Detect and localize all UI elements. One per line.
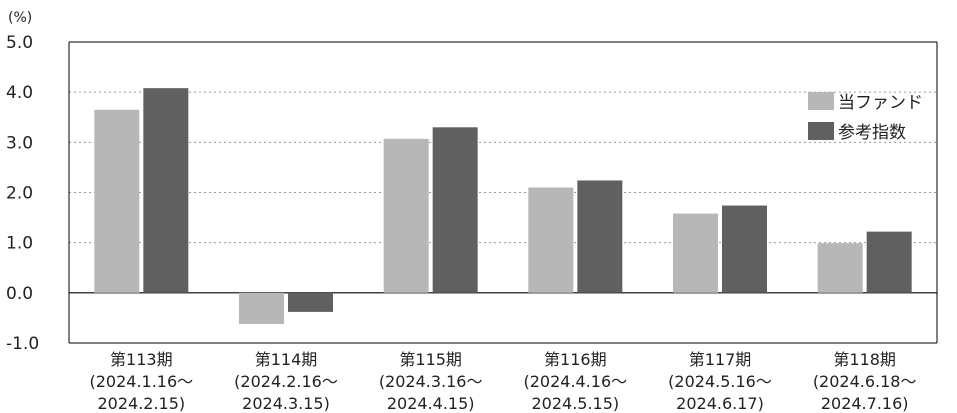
y-tick-label: 1.0 — [6, 234, 33, 254]
x-category-label: 第118期 — [833, 350, 896, 369]
y-tick-label: -1.0 — [6, 334, 39, 354]
x-period-end-label: 2024.6.17) — [676, 394, 764, 413]
bar-index-2 — [288, 292, 333, 312]
x-period-end-label: 2024.7.16) — [821, 394, 909, 413]
bar-index-5 — [722, 205, 767, 293]
x-period-end-label: 2024.4.15) — [387, 394, 475, 413]
x-category-label: 第117期 — [689, 350, 752, 369]
y-tick-label: 0.0 — [6, 284, 33, 304]
bar-fund-1 — [94, 109, 140, 293]
legend-label-index: 参考指数 — [838, 123, 906, 143]
bar-index-4 — [577, 180, 623, 293]
grid-layer — [68, 41, 938, 344]
x-period-start-label: (2024.3.16〜 — [379, 372, 483, 391]
legend-swatch-index — [808, 122, 834, 140]
axis-layer: (%) 5.0 4.0 3.0 2.0 1.0 0.0 -1.0 第113期 (2024.1.16… — [6, 10, 917, 413]
y-tick-label: 5.0 — [6, 33, 33, 53]
x-period-start-label: (2024.6.18〜 — [813, 372, 917, 391]
y-tick-label: 3.0 — [6, 133, 33, 153]
x-period-start-label: (2024.5.16〜 — [668, 372, 772, 391]
x-category-label: 第113期 — [110, 350, 173, 369]
legend-swatch-fund — [808, 92, 834, 110]
bars-layer — [94, 88, 912, 324]
y-tick-label: 4.0 — [6, 83, 33, 103]
bar-fund-2 — [239, 292, 284, 324]
bar-fund-5 — [673, 213, 718, 293]
y-tick-label: 2.0 — [6, 184, 33, 204]
x-period-end-label: 2024.5.15) — [531, 394, 619, 413]
legend-label-fund: 当ファンド — [838, 93, 923, 113]
bar-index-3 — [432, 127, 478, 293]
y-unit-label: (%) — [8, 10, 32, 26]
bar-index-6 — [866, 231, 912, 293]
bar-fund-6 — [817, 243, 863, 293]
x-category-label: 第115期 — [399, 350, 462, 369]
bar-index-1 — [143, 88, 189, 293]
bar-fund-3 — [383, 138, 429, 293]
bar-fund-4 — [528, 187, 574, 293]
x-period-start-label: (2024.4.16〜 — [523, 372, 627, 391]
x-category-label: 第116期 — [544, 350, 607, 369]
x-period-end-label: 2024.3.15) — [242, 394, 330, 413]
x-category-label: 第114期 — [255, 350, 318, 369]
x-period-end-label: 2024.2.15) — [97, 394, 185, 413]
x-period-start-label: (2024.1.16〜 — [89, 372, 193, 391]
x-period-start-label: (2024.2.16〜 — [234, 372, 338, 391]
